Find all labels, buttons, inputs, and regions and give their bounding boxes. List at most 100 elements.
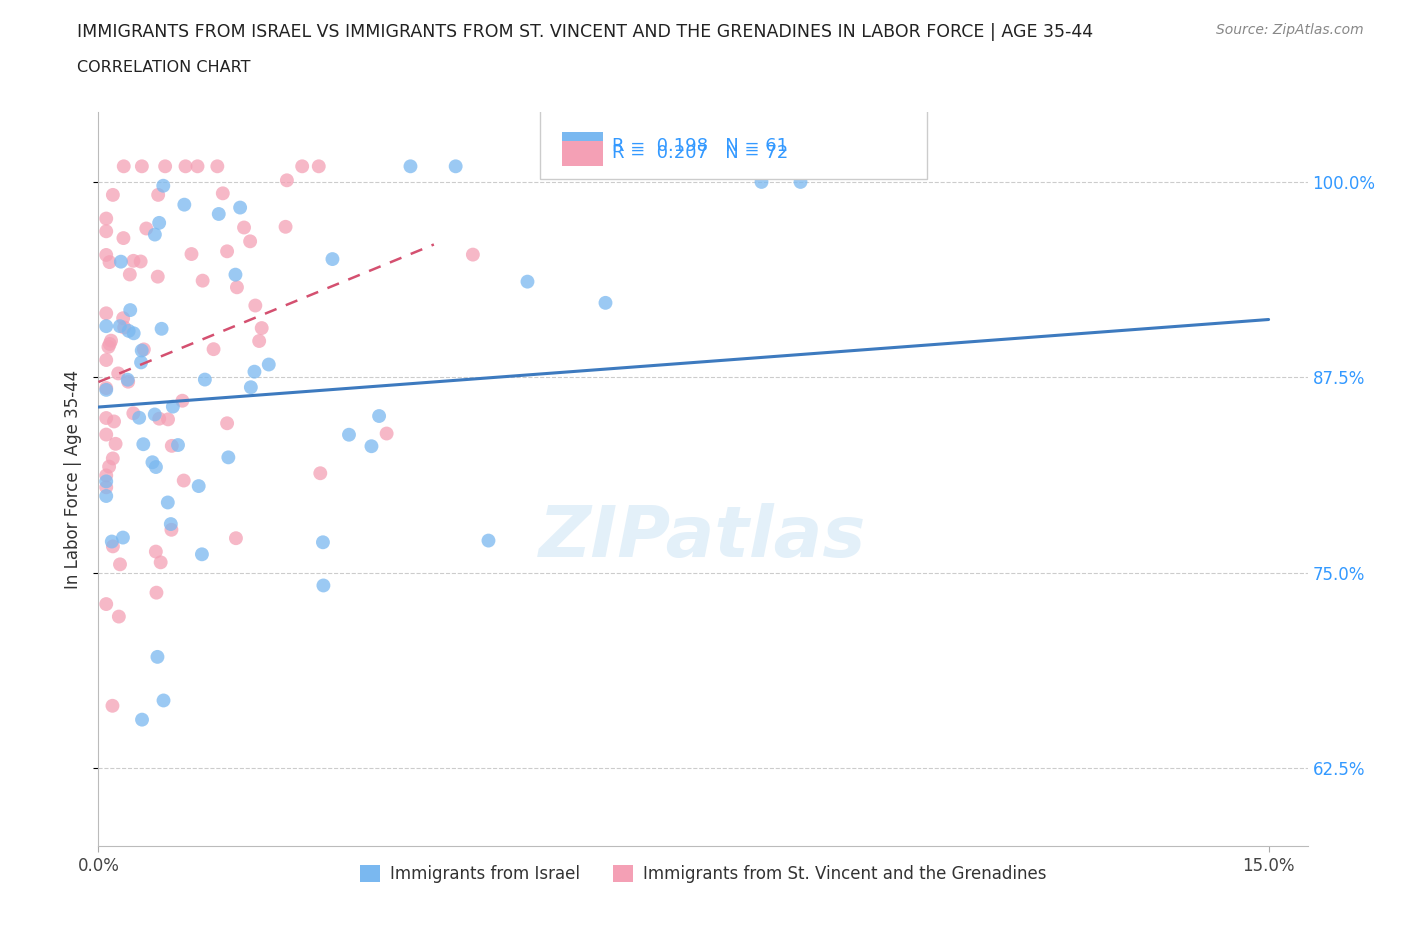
Point xyxy=(110,254,132,269)
Point xyxy=(131,159,153,174)
Point xyxy=(145,459,167,474)
Point xyxy=(129,355,152,370)
Point xyxy=(226,280,249,295)
Point xyxy=(122,326,145,340)
Point xyxy=(225,531,247,546)
Point xyxy=(152,693,174,708)
Point xyxy=(141,455,163,470)
Point xyxy=(101,538,124,553)
Point xyxy=(167,438,190,453)
Point xyxy=(160,438,183,453)
Point xyxy=(173,197,195,212)
Point xyxy=(98,255,121,270)
Text: R =  0.198   N = 61: R = 0.198 N = 61 xyxy=(613,137,789,155)
Point xyxy=(153,159,176,174)
Point xyxy=(98,337,121,352)
Point xyxy=(96,488,118,503)
Point xyxy=(96,211,118,226)
Point xyxy=(96,306,118,321)
Point xyxy=(444,159,467,174)
Point xyxy=(107,366,129,381)
Point xyxy=(149,555,172,570)
Point xyxy=(172,393,194,408)
Point xyxy=(101,534,124,549)
Point xyxy=(180,246,202,261)
Point xyxy=(751,175,773,190)
Point xyxy=(112,320,135,335)
Point xyxy=(120,302,142,317)
Point xyxy=(112,231,135,246)
Point xyxy=(207,159,229,174)
Point xyxy=(150,322,173,337)
Point xyxy=(247,334,270,349)
Point xyxy=(337,427,360,442)
Point xyxy=(108,319,131,334)
Point xyxy=(399,159,422,174)
Point xyxy=(96,352,118,367)
Text: CORRELATION CHART: CORRELATION CHART xyxy=(77,60,250,74)
Point xyxy=(122,405,145,420)
Point xyxy=(243,365,266,379)
Point xyxy=(250,321,273,336)
Point xyxy=(156,495,179,510)
Point xyxy=(104,436,127,451)
Point xyxy=(100,333,122,348)
Point xyxy=(187,479,209,494)
Point xyxy=(97,339,120,354)
Point xyxy=(132,342,155,357)
Point xyxy=(128,410,150,425)
Text: Source: ZipAtlas.com: Source: ZipAtlas.com xyxy=(1216,23,1364,37)
Point xyxy=(477,533,499,548)
Point xyxy=(274,219,297,234)
FancyBboxPatch shape xyxy=(561,141,603,166)
Point xyxy=(160,523,183,538)
Point xyxy=(233,220,256,235)
Point xyxy=(101,451,124,466)
Point xyxy=(112,159,135,174)
Text: ZIPatlas: ZIPatlas xyxy=(540,503,866,572)
Point xyxy=(159,517,181,532)
Point xyxy=(103,414,125,429)
Point xyxy=(101,698,124,713)
Text: R =  0.207   N = 72: R = 0.207 N = 72 xyxy=(613,144,789,163)
Point xyxy=(129,254,152,269)
Point xyxy=(217,244,239,259)
Point xyxy=(208,206,231,221)
Point xyxy=(291,159,314,174)
Point xyxy=(360,439,382,454)
Point xyxy=(308,159,330,174)
Point xyxy=(191,547,214,562)
Point xyxy=(118,324,141,339)
Legend: Immigrants from Israel, Immigrants from St. Vincent and the Grenadines: Immigrants from Israel, Immigrants from … xyxy=(353,857,1053,889)
Point xyxy=(516,274,538,289)
Point xyxy=(131,343,153,358)
Point xyxy=(117,372,139,387)
Y-axis label: In Labor Force | Age 35-44: In Labor Force | Age 35-44 xyxy=(65,369,83,589)
Point xyxy=(239,233,262,248)
Point xyxy=(118,267,141,282)
Point xyxy=(146,188,169,203)
Point xyxy=(146,269,169,284)
Point xyxy=(257,357,280,372)
Point xyxy=(194,372,217,387)
Point xyxy=(375,426,398,441)
Point xyxy=(135,221,157,236)
Point xyxy=(96,380,118,395)
FancyBboxPatch shape xyxy=(540,108,927,179)
Text: IMMIGRANTS FROM ISRAEL VS IMMIGRANTS FROM ST. VINCENT AND THE GRENADINES IN LABO: IMMIGRANTS FROM ISRAEL VS IMMIGRANTS FRO… xyxy=(77,23,1094,41)
Point xyxy=(143,407,166,422)
Point xyxy=(96,410,118,425)
Point xyxy=(96,382,118,397)
Point xyxy=(96,597,118,612)
Point xyxy=(132,437,155,452)
Point xyxy=(96,427,118,442)
Point xyxy=(157,412,180,427)
Point xyxy=(211,186,233,201)
Point xyxy=(145,544,167,559)
Point xyxy=(309,466,332,481)
FancyBboxPatch shape xyxy=(561,132,603,157)
Point xyxy=(595,296,617,311)
Point xyxy=(312,578,335,593)
Point xyxy=(111,530,134,545)
Point xyxy=(202,341,225,356)
